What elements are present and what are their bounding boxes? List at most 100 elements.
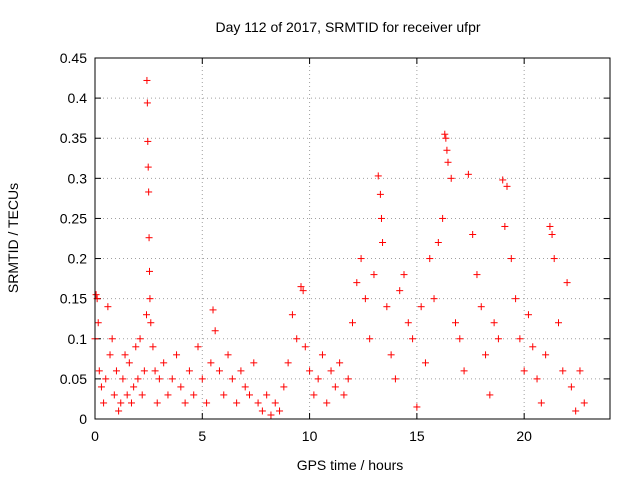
data-point (529, 343, 537, 351)
data-point (258, 407, 266, 415)
data-point (149, 343, 157, 351)
data-point (146, 295, 154, 303)
y-tick-label: 0 (79, 411, 87, 427)
data-point (211, 327, 219, 335)
data-point (379, 239, 387, 247)
data-point (132, 343, 140, 351)
data-point (396, 287, 404, 295)
data-point (336, 359, 344, 367)
data-point (331, 383, 339, 391)
data-point (563, 279, 571, 287)
grid (95, 58, 610, 419)
data-point (203, 399, 211, 407)
data-point (327, 367, 335, 375)
data-point (153, 399, 161, 407)
data-point (452, 319, 459, 327)
data-point (507, 255, 515, 263)
data-point (374, 172, 382, 180)
x-axis-title: GPS time / hours (297, 457, 404, 473)
data-point (288, 311, 296, 319)
data-point (546, 222, 554, 230)
data-point (447, 174, 455, 182)
data-point (473, 271, 481, 279)
data-point (198, 375, 206, 383)
data-point (190, 391, 198, 399)
data-point (145, 188, 153, 196)
data-point (512, 295, 520, 303)
data-point (516, 335, 524, 343)
data-point (400, 271, 408, 279)
data-point (430, 295, 438, 303)
data-point (555, 319, 562, 327)
data-point (147, 319, 155, 327)
data-point (280, 383, 288, 391)
data-point (160, 359, 168, 367)
data-point (567, 383, 575, 391)
data-point (323, 399, 331, 407)
data-point (94, 319, 102, 327)
data-point (100, 399, 108, 407)
data-point (106, 351, 114, 359)
data-point (366, 335, 374, 343)
data-point (486, 391, 494, 399)
data-point (421, 359, 429, 367)
y-tick-label: 0.3 (68, 170, 88, 186)
data-point (490, 319, 498, 327)
data-point (314, 375, 322, 383)
data-point (185, 367, 193, 375)
data-point (110, 391, 118, 399)
x-tick-label: 5 (198, 428, 206, 444)
y-tick-label: 0.2 (68, 251, 88, 267)
data-point (143, 311, 150, 319)
data-point (224, 351, 232, 359)
data-points (91, 76, 588, 419)
x-tick-label: 20 (516, 428, 532, 444)
data-point (340, 391, 348, 399)
data-point (134, 375, 142, 383)
data-point (404, 319, 412, 327)
data-point (194, 343, 202, 351)
data-point (434, 239, 442, 247)
x-tick-label: 0 (91, 428, 99, 444)
data-point (391, 375, 399, 383)
data-point (173, 351, 181, 359)
data-point (237, 367, 245, 375)
data-point (494, 335, 502, 343)
data-point (155, 375, 163, 383)
data-point (499, 176, 507, 184)
data-point (250, 359, 258, 367)
data-point (215, 367, 223, 375)
y-tick-label: 0.15 (60, 291, 87, 307)
y-tick-label: 0.35 (60, 130, 87, 146)
data-point (376, 190, 384, 198)
data-point (318, 351, 326, 359)
data-point (550, 255, 558, 263)
data-point (572, 407, 580, 415)
y-tick-label: 0.45 (60, 50, 87, 66)
data-point (370, 271, 378, 279)
data-point (548, 230, 556, 238)
data-point (469, 230, 477, 238)
data-point (576, 367, 584, 375)
x-tick-label: 15 (409, 428, 425, 444)
data-point (443, 146, 451, 154)
data-point (293, 335, 301, 343)
data-point (439, 214, 447, 222)
data-point (123, 391, 131, 399)
data-point (537, 399, 545, 407)
data-point (119, 375, 127, 383)
data-point (97, 383, 105, 391)
data-point (117, 399, 125, 407)
tick-labels: 0 0.05 0.1 0.15 0.2 0.25 0.3 0.35 0.4 0.45 0 5 10 15 2… (60, 50, 532, 444)
data-point (426, 255, 434, 263)
data-point (143, 76, 151, 84)
data-point (299, 287, 307, 295)
chart-title: Day 112 of 2017, SRMTID for receiver ufp… (215, 19, 480, 35)
data-point (460, 367, 468, 375)
data-point (233, 399, 241, 407)
data-point (127, 399, 135, 407)
data-point (125, 359, 133, 367)
data-point (92, 291, 100, 299)
